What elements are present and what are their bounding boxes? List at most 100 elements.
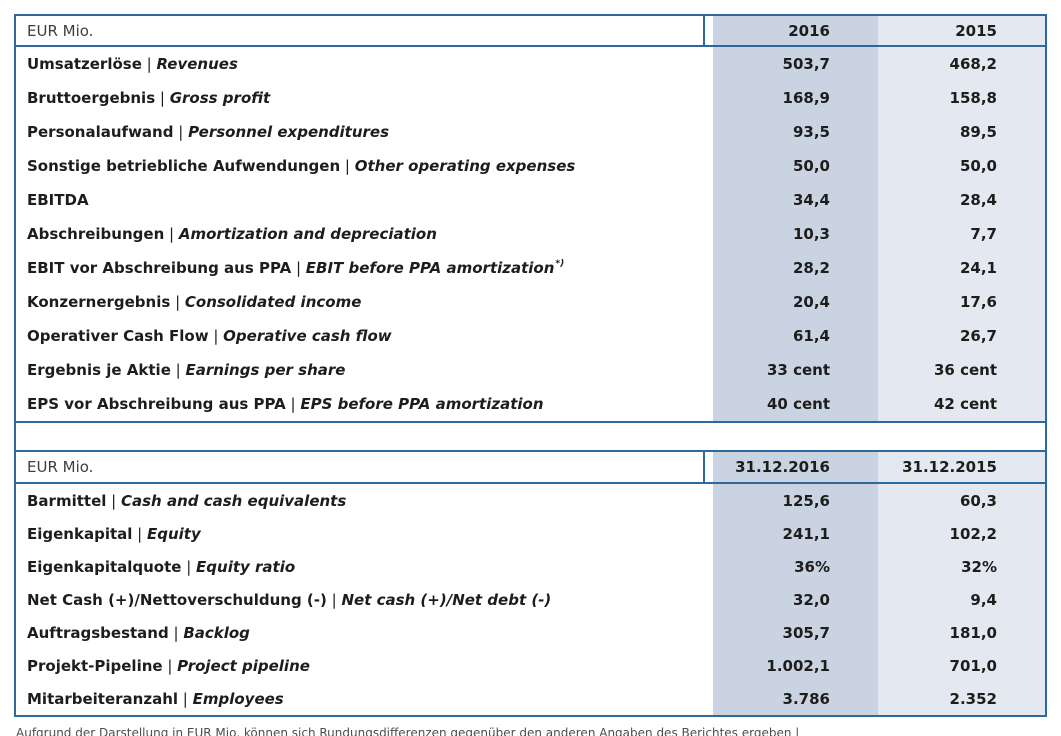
- row-label: EPS vor Abschreibung aus PPA | EPS befor…: [16, 387, 713, 421]
- label-english: Consolidated income: [184, 293, 362, 311]
- table-row: Abschreibungen | Amortization and deprec…: [16, 217, 1045, 251]
- label-german: Barmittel: [27, 491, 107, 510]
- value-2015: 158,8: [878, 81, 1045, 115]
- value-2016: 3.786: [713, 682, 878, 715]
- label-english: Project pipeline: [177, 656, 310, 675]
- row-label: Sonstige betriebliche Aufwendungen | Oth…: [16, 149, 713, 183]
- table-row: Bruttoergebnis | Gross profit 168,9 158,8: [16, 81, 1045, 115]
- table-row: Operativer Cash Flow | Operative cash fl…: [16, 319, 1045, 353]
- label-english: Equity: [146, 524, 201, 543]
- table-section-gap: [16, 423, 1045, 450]
- income-header-row: EUR Mio. 2016 2015: [16, 16, 1045, 47]
- key-figures-table: EUR Mio. 2016 2015 Umsatzerlöse | Revenu…: [14, 14, 1047, 717]
- label-german: Eigenkapitalquote: [27, 557, 182, 576]
- value-2016: 93,5: [713, 115, 878, 149]
- value-2015: 89,5: [878, 115, 1045, 149]
- label-english: EBIT before PPA amortization: [305, 259, 555, 277]
- income-statement-section: EUR Mio. 2016 2015 Umsatzerlöse | Revenu…: [16, 14, 1045, 423]
- value-2015: 28,4: [878, 183, 1045, 217]
- value-2016: 33 cent: [713, 353, 878, 387]
- label-separator: |: [173, 123, 189, 141]
- value-2015: 9,4: [878, 583, 1045, 616]
- table-row: Eigenkapitalquote | Equity ratio 36% 32%: [16, 550, 1045, 583]
- value-2016: 125,6: [713, 484, 878, 517]
- label-separator: |: [170, 293, 185, 311]
- value-2016: 36%: [713, 550, 878, 583]
- value-2015: 50,0: [878, 149, 1045, 183]
- header-divider-line: [703, 452, 705, 482]
- label-german: Sonstige betriebliche Aufwendungen: [27, 157, 341, 175]
- value-2015: 36 cent: [878, 353, 1045, 387]
- label-english: EPS before PPA amortization: [300, 395, 544, 413]
- row-label: Projekt-Pipeline | Project pipeline: [16, 649, 713, 682]
- row-label: Konzernergebnis | Consolidated income: [16, 285, 713, 319]
- label-german: Projekt-Pipeline: [27, 656, 163, 675]
- table-row: Auftragsbestand | Backlog 305,7 181,0: [16, 616, 1045, 649]
- row-label: Personalaufwand | Personnel expenditures: [16, 115, 713, 149]
- balance-column-header-2016: 31.12.2016: [713, 452, 878, 482]
- value-2015: 24,1: [878, 251, 1045, 285]
- row-label: Operativer Cash Flow | Operative cash fl…: [16, 319, 713, 353]
- row-label: Eigenkapital | Equity: [16, 517, 713, 550]
- value-2016: 61,4: [713, 319, 878, 353]
- value-2016: 32,0: [713, 583, 878, 616]
- value-2016: 503,7: [713, 47, 878, 81]
- value-2016: 50,0: [713, 149, 878, 183]
- row-label: Eigenkapitalquote | Equity ratio: [16, 550, 713, 583]
- value-2015: 26,7: [878, 319, 1045, 353]
- value-2015: 701,0: [878, 649, 1045, 682]
- row-label: Bruttoergebnis | Gross profit: [16, 81, 713, 115]
- label-german: Net Cash (+)/Nettoverschuldung (-): [27, 590, 327, 609]
- row-label: Auftragsbestand | Backlog: [16, 616, 713, 649]
- row-label: Mitarbeiteranzahl | Employees: [16, 682, 713, 715]
- value-2015: 468,2: [878, 47, 1045, 81]
- value-2015: 32%: [878, 550, 1045, 583]
- label-english: Revenues: [156, 55, 238, 73]
- label-english: Employees: [192, 689, 284, 708]
- label-english: Personnel expenditures: [188, 123, 390, 141]
- label-german: Ergebnis je Aktie: [27, 361, 171, 379]
- row-label: Barmittel | Cash and cash equivalents: [16, 484, 713, 517]
- value-2016: 20,4: [713, 285, 878, 319]
- label-separator: |: [106, 491, 121, 510]
- header-divider-line: [703, 16, 705, 45]
- label-german: EBITDA: [27, 191, 89, 209]
- label-english: Operative cash flow: [223, 327, 392, 345]
- label-english: Earnings per share: [185, 361, 346, 379]
- balance-column-header-2015: 31.12.2015: [878, 452, 1045, 482]
- label-english: Cash and cash equivalents: [120, 491, 347, 510]
- label-english: Net cash (+)/Net debt (-): [341, 590, 552, 609]
- value-2016: 28,2: [713, 251, 878, 285]
- table-row: Konzernergebnis | Consolidated income 20,…: [16, 285, 1045, 319]
- row-label: Ergebnis je Aktie | Earnings per share: [16, 353, 713, 387]
- label-english: Amortization and depreciation: [178, 225, 437, 243]
- label-separator: |: [291, 259, 306, 277]
- label-german: Bruttoergebnis: [27, 89, 156, 107]
- table-row: Net Cash (+)/Nettoverschuldung (-) | Net…: [16, 583, 1045, 616]
- value-2015: 7,7: [878, 217, 1045, 251]
- value-2016: 305,7: [713, 616, 878, 649]
- label-german: EPS vor Abschreibung aus PPA: [27, 395, 286, 413]
- label-separator: |: [340, 157, 355, 175]
- income-rows: Umsatzerlöse | Revenues 503,7 468,2 Bruttoe…: [16, 47, 1045, 421]
- label-german: Auftragsbestand: [27, 623, 169, 642]
- table-row: Mitarbeiteranzahl | Employees 3.786 2.352: [16, 682, 1045, 715]
- label-separator: |: [132, 524, 147, 543]
- row-label: EBITDA: [16, 183, 713, 217]
- label-german: Eigenkapital: [27, 524, 133, 543]
- label-german: Abschreibungen: [27, 225, 165, 243]
- value-2015: 181,0: [878, 616, 1045, 649]
- table-row: EPS vor Abschreibung aus PPA | EPS befor…: [16, 387, 1045, 421]
- row-label: Net Cash (+)/Nettoverschuldung (-) | Net…: [16, 583, 713, 616]
- value-2015: 2.352: [878, 682, 1045, 715]
- value-2016: 34,4: [713, 183, 878, 217]
- income-column-header-2016: 2016: [713, 16, 878, 45]
- row-label: Umsatzerlöse | Revenues: [16, 47, 713, 81]
- table-row: Projekt-Pipeline | Project pipeline 1.002…: [16, 649, 1045, 682]
- label-separator: |: [326, 590, 342, 609]
- label-german: Personalaufwand: [27, 123, 174, 141]
- income-column-header-2015: 2015: [878, 16, 1045, 45]
- table-row: Barmittel | Cash and cash equivalents 125…: [16, 484, 1045, 517]
- table-row: Sonstige betriebliche Aufwendungen | Oth…: [16, 149, 1045, 183]
